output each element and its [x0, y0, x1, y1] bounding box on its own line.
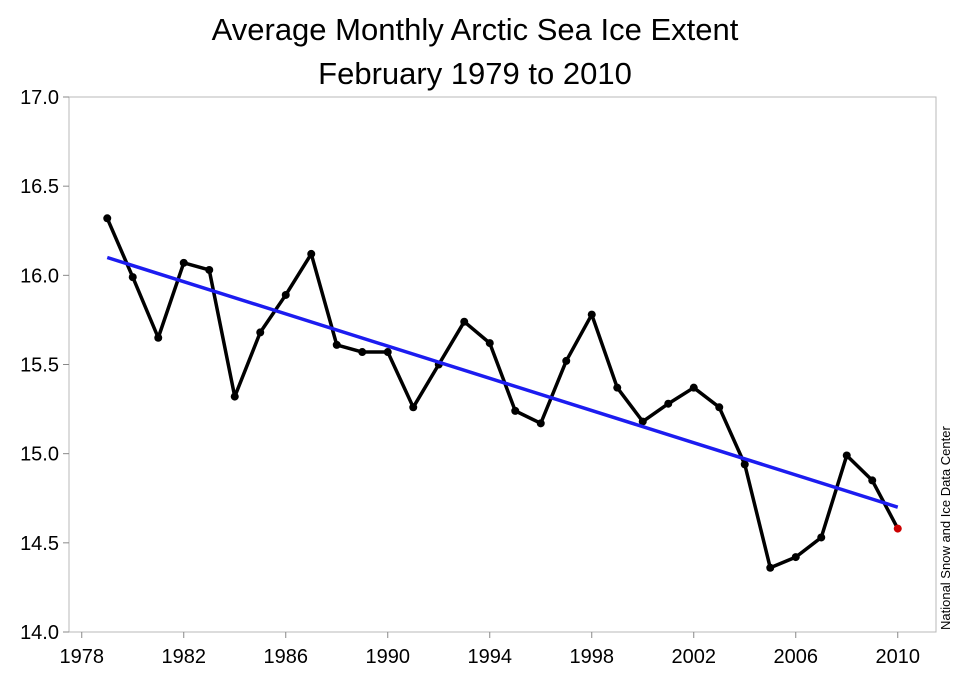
data-point	[332, 340, 341, 349]
data-point	[766, 563, 775, 572]
y-tick-label: 16.5	[20, 176, 59, 198]
data-point	[664, 399, 673, 408]
data-point	[740, 460, 749, 469]
credit-text: National Snow and Ice Data Center	[938, 426, 953, 630]
data-point	[256, 328, 265, 337]
data-point	[307, 249, 316, 258]
plot-area	[68, 96, 937, 633]
data-point	[511, 406, 520, 415]
y-tick-label: 15.5	[20, 355, 59, 377]
data-point	[638, 417, 647, 426]
y-tick-label: 15.0	[20, 444, 59, 466]
y-tick-label: 14.0	[20, 622, 59, 644]
data-point	[460, 317, 469, 326]
data-point	[179, 258, 188, 267]
data-point	[562, 356, 571, 365]
data-point-latest	[893, 524, 902, 533]
data-point	[485, 339, 494, 348]
data-point	[842, 451, 851, 460]
data-point	[689, 383, 698, 392]
data-point	[154, 333, 163, 342]
data-point	[409, 403, 418, 412]
data-point	[613, 383, 622, 392]
x-tick-label: 2002	[672, 646, 717, 668]
data-point	[128, 273, 137, 282]
x-tick-label: 1990	[366, 646, 411, 668]
data-point	[103, 214, 112, 223]
data-point	[536, 419, 545, 428]
data-point	[281, 290, 290, 299]
chart-subtitle: February 1979 to 2010	[318, 56, 632, 91]
x-tick-label: 2006	[774, 646, 819, 668]
trend-line	[106, 255, 899, 509]
y-tick-label: 14.5	[20, 533, 59, 555]
x-tick-label: 1986	[264, 646, 309, 668]
data-point	[791, 553, 800, 562]
data-point	[230, 392, 239, 401]
chart-title: Average Monthly Arctic Sea Ice Extent	[212, 12, 739, 47]
data-point	[383, 348, 392, 357]
data-point	[715, 403, 724, 412]
data-point	[587, 310, 596, 319]
series-line-extent	[105, 217, 900, 570]
data-point	[817, 533, 826, 542]
x-tick-label: 2010	[876, 646, 921, 668]
y-tick-label: 16.0	[20, 265, 59, 287]
x-tick-label: 1978	[60, 646, 105, 668]
x-tick-label: 1998	[570, 646, 615, 668]
x-tick-label: 1994	[468, 646, 513, 668]
data-point	[205, 265, 214, 274]
data-point	[358, 348, 367, 357]
series-layer	[103, 214, 902, 572]
y-tick-label: 17.0	[20, 87, 59, 109]
y-axis: 14.0 14.5 15.0 15.5 16.0 16.5 17.0	[20, 87, 69, 644]
x-axis: 1978 1982 1986 1990 1994 1998 2002 2006 2010	[60, 632, 921, 668]
x-tick-label: 1982	[162, 646, 207, 668]
data-point	[868, 476, 877, 485]
